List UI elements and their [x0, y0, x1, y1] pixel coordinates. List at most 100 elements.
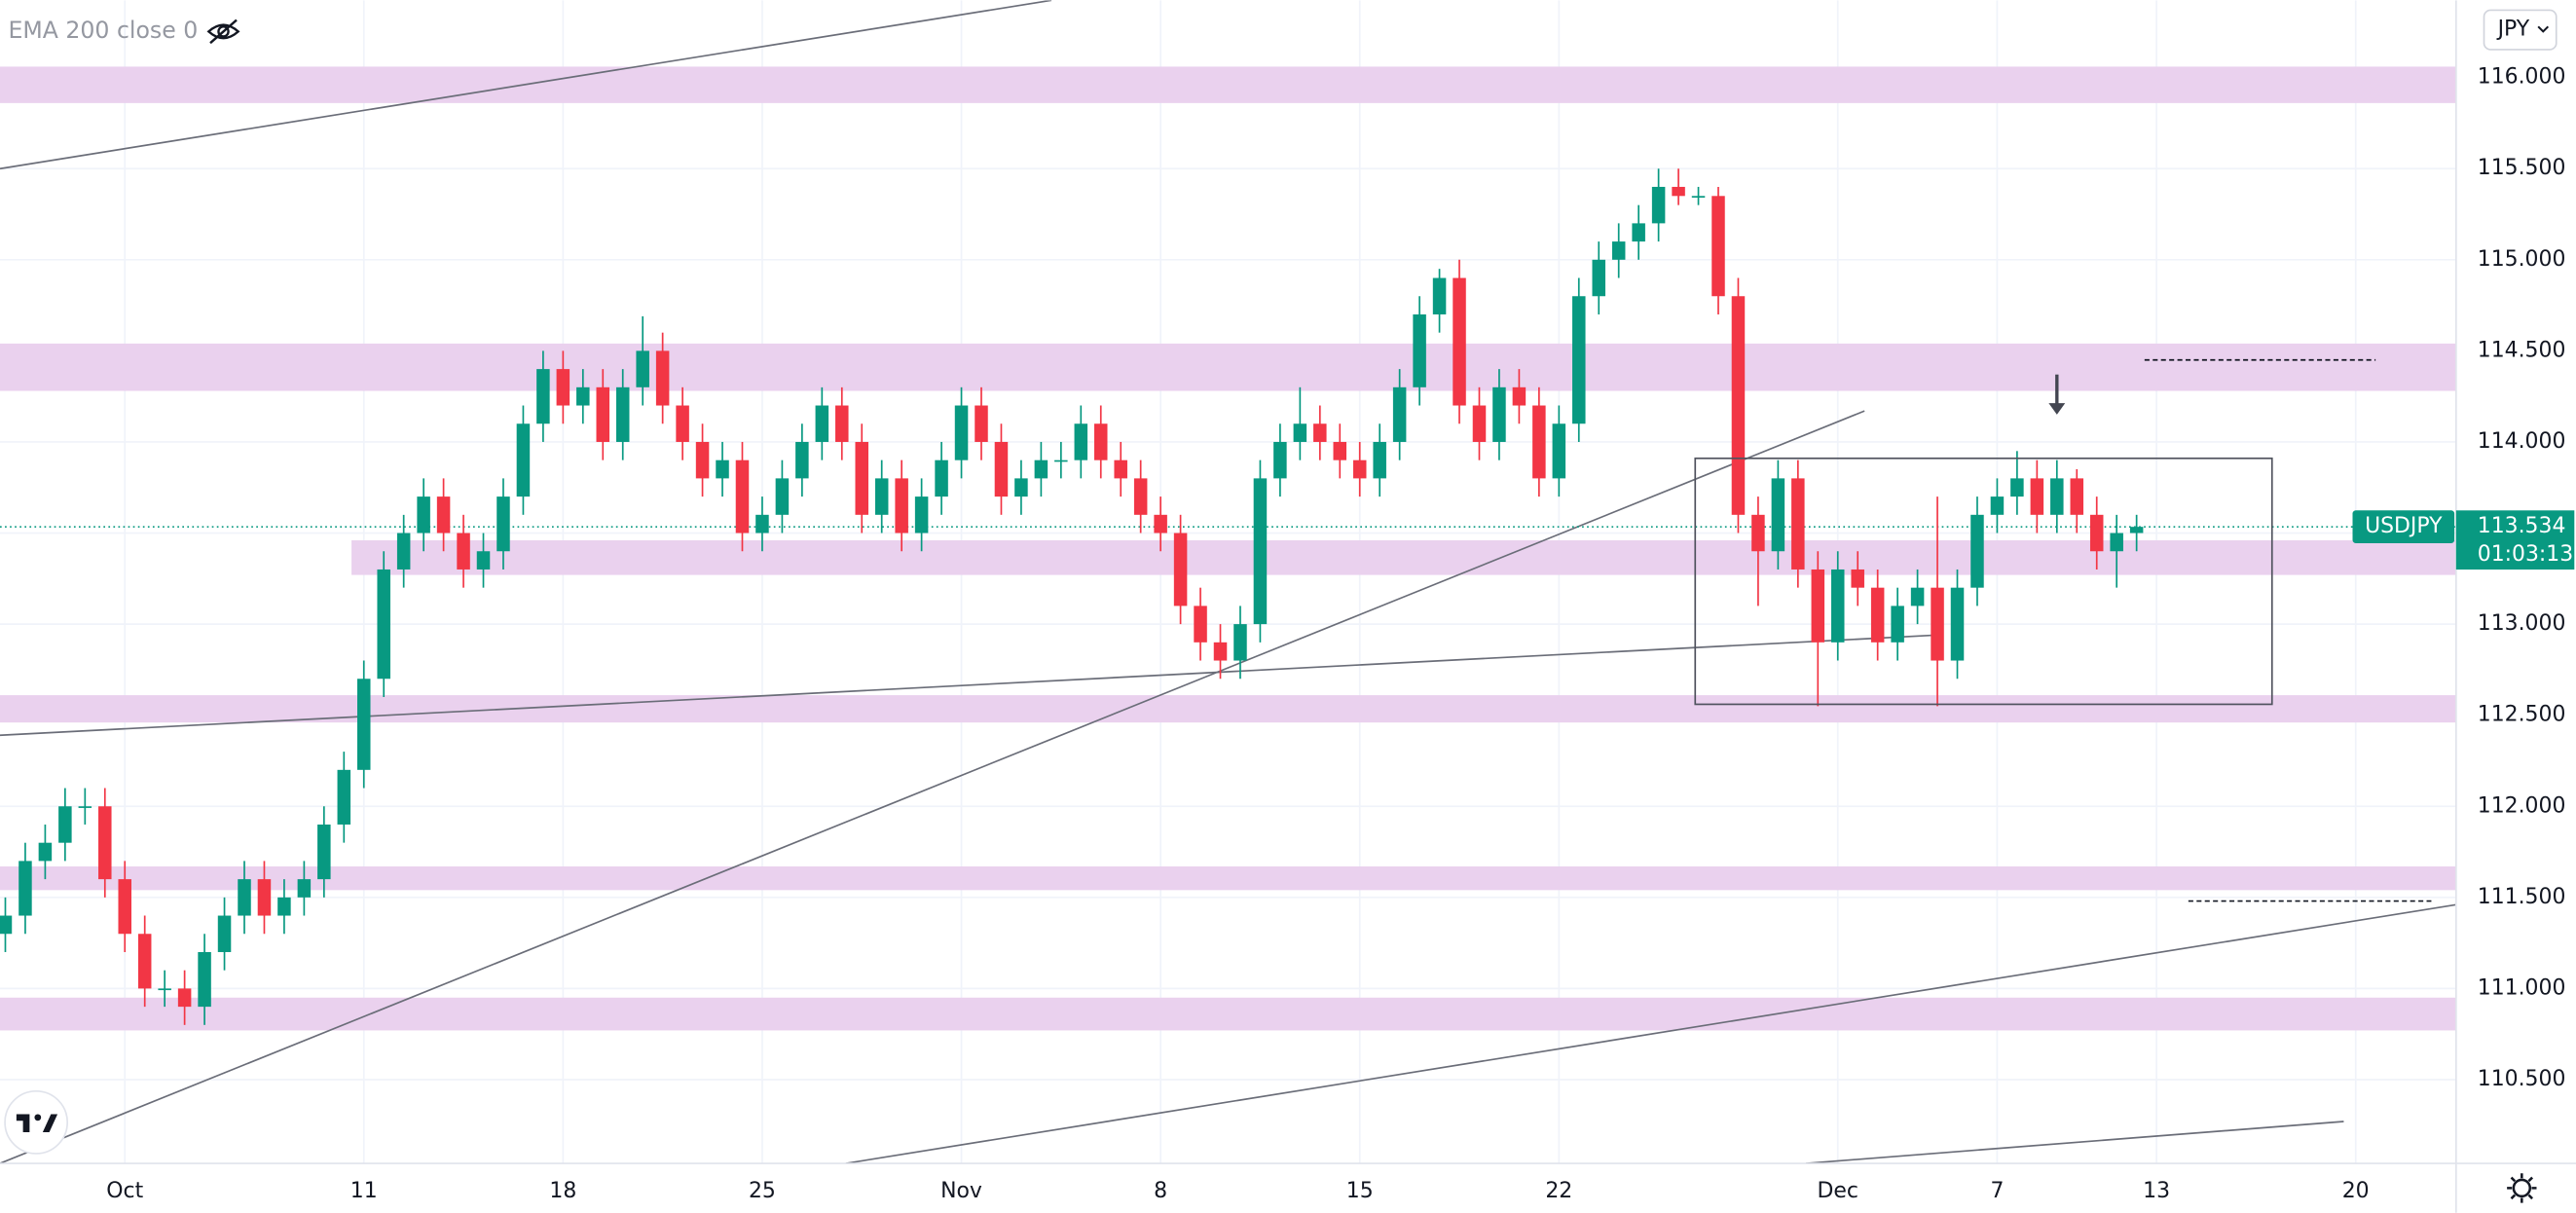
currency-button[interactable] [2483, 9, 2558, 51]
price-axis-panel [2455, 0, 2576, 1213]
x-tick-label: Nov [940, 1179, 982, 1203]
axis-layer: 110.500 111.000 111.500 112.000 112.500 113.0… [106, 65, 2575, 1203]
candle-body [1313, 423, 1327, 442]
tradingview-logo[interactable] [4, 1089, 69, 1155]
candle-body [1970, 514, 1984, 588]
x-tick-label: 15 [1346, 1179, 1374, 1203]
candle-body [1791, 478, 1805, 570]
candle-body [1632, 223, 1645, 242]
zone [0, 66, 2456, 103]
candle-body [1253, 478, 1268, 625]
candle-body [1034, 459, 1049, 479]
y-tick-label: 114.000 [2478, 429, 2566, 454]
candle-body [835, 405, 849, 442]
trendline [1805, 1121, 2344, 1164]
zone [0, 695, 2456, 723]
candle-body [1133, 478, 1148, 515]
candle-body [1492, 386, 1506, 442]
trendline [0, 0, 1052, 170]
candle-body [58, 806, 72, 843]
arrow-head [2048, 403, 2066, 415]
y-tick-label: 112.500 [2478, 703, 2566, 727]
zone [0, 343, 2456, 391]
x-tick-label: 8 [1154, 1179, 1167, 1203]
candle-body [497, 496, 510, 552]
candle-body [735, 459, 750, 533]
candle-body [1392, 386, 1407, 442]
y-tick-label: 115.000 [2478, 247, 2566, 272]
candle-body [2030, 478, 2044, 515]
candle-body [1910, 587, 1925, 606]
zone [0, 866, 2456, 891]
currency-label: JPY [2496, 18, 2530, 42]
range-box [1694, 457, 2273, 706]
x-tick-label: Dec [1818, 1179, 1858, 1203]
settings-icon[interactable] [2507, 1173, 2537, 1203]
candle-body [1472, 405, 1487, 442]
y-tick-label: 111.000 [2478, 975, 2566, 1000]
candle-body [914, 496, 929, 533]
candle-body [1572, 296, 1586, 424]
candle-body [417, 496, 430, 533]
candle-body [1711, 196, 1725, 297]
last-price-label: 113.534 [2478, 514, 2566, 538]
candle-body [436, 496, 451, 533]
candle-body [217, 915, 232, 952]
y-tick-label: 110.500 [2478, 1067, 2566, 1091]
hide-indicator-icon[interactable] [206, 18, 240, 45]
candle-body [815, 405, 829, 442]
candle-body [1672, 186, 1685, 197]
candle-body [2110, 533, 2123, 552]
trendline [0, 634, 1938, 737]
candle-body [1173, 533, 1188, 606]
symbol-label-box [2352, 510, 2455, 544]
candle-body [297, 879, 312, 898]
candle-body [198, 951, 211, 1008]
y-tick-label: 113.000 [2478, 611, 2566, 636]
candle-body [1014, 478, 1028, 497]
candle-body [1552, 423, 1566, 479]
candle-body [1751, 514, 1765, 552]
candle-body [118, 879, 131, 935]
candle-body [1532, 405, 1546, 479]
last-price-box [2455, 510, 2575, 570]
trendline [0, 410, 1865, 1164]
candle-body [874, 478, 889, 515]
candle-body [1651, 186, 1666, 224]
candle-body [1054, 459, 1068, 462]
candle-body [98, 806, 112, 880]
plot-layer [0, 0, 2456, 1164]
x-tick-label: 7 [1990, 1179, 2004, 1203]
candle-body [2050, 478, 2064, 515]
y-tick-label: 111.500 [2478, 885, 2566, 909]
candle-body [257, 879, 272, 916]
candle-body [1213, 642, 1228, 661]
candle-body [716, 459, 729, 479]
candle-body [755, 514, 769, 533]
indicator-label: EMA 200 close 0 [8, 17, 198, 44]
candle-body [2010, 478, 2024, 497]
candle-body [1413, 313, 1426, 387]
candle-body [536, 369, 550, 424]
y-tick-label: 112.000 [2478, 793, 2566, 818]
candle-body [1851, 569, 1864, 588]
candle-body [676, 405, 689, 442]
candle-body [975, 405, 988, 442]
candle-body [2089, 514, 2104, 552]
zone [351, 540, 2456, 575]
candle-body [1691, 196, 1706, 198]
candle-body [457, 533, 470, 570]
x-tick-label: 20 [2342, 1179, 2370, 1203]
candle-body [576, 386, 590, 406]
candle-body [655, 350, 670, 406]
time-axis-panel [0, 1163, 2576, 1213]
candle-body [935, 459, 948, 497]
candle-body [158, 988, 171, 991]
candle-body [556, 369, 570, 406]
candle-body [1273, 441, 1287, 479]
candle-body [1990, 496, 2005, 515]
candle-body [1333, 441, 1347, 460]
candle-body [775, 478, 790, 515]
candle-body [177, 988, 192, 1008]
